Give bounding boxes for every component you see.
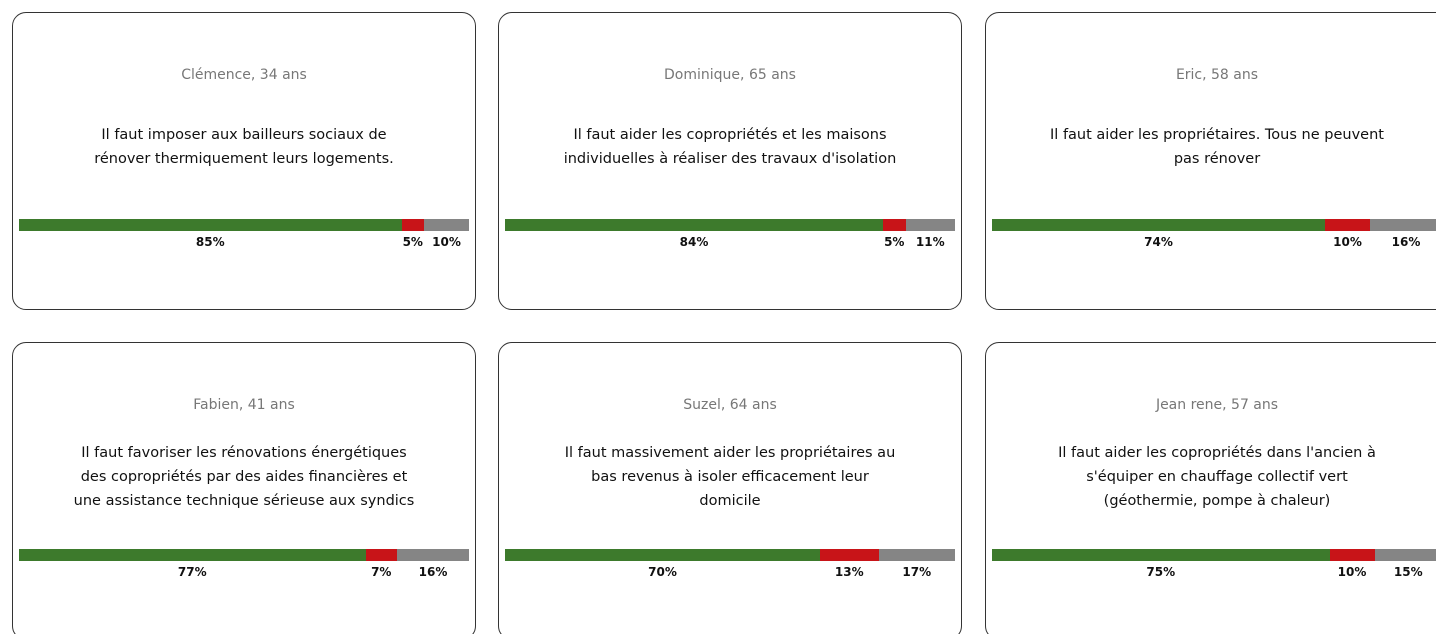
vote-labels: 70% 13% 17% [505,565,955,581]
value-label: 16% [1391,235,1421,249]
bar-segment [878,549,955,561]
author: Clémence, 34 ans [181,67,307,83]
text-wrap: Il faut favoriser les rénovations énergé… [73,431,415,523]
vote-labels: 85% 5% 10% [19,235,469,251]
value-label: 7% [371,565,392,579]
value-label: 77% [177,565,207,579]
vote-bar [505,219,955,231]
value-label: 85% [195,235,225,249]
opinion-card: Suzel, 64 ans Il faut massivement aider l… [498,342,962,634]
vote-bar [19,549,469,561]
value-label: 74% [1144,235,1173,249]
vote-labels: 74% 10% 16% [992,235,1436,251]
author: Dominique, 65 ans [664,67,796,83]
value-label: 5% [402,235,423,249]
author: Jean rene, 57 ans [1155,397,1279,413]
text-wrap: Il faut aider les propriétaires. Tous ne… [1046,101,1388,193]
vote-bar [992,549,1436,561]
value-label: 84% [679,235,709,249]
bar-segment [992,549,1330,561]
vote-labels: 84% 5% 11% [505,235,955,251]
bar-segment [1329,549,1375,561]
value-label: 70% [648,565,677,579]
bar-segment [505,219,883,231]
opinion-text: Il faut imposer aux bailleurs sociaux de… [94,127,394,167]
bar-segment [992,219,1325,231]
text-wrap: Il faut aider les copropriétés dans l'an… [1046,431,1388,523]
value-label: 10% [1337,565,1367,579]
opinion-text: Il faut massivement aider les propriétai… [564,445,896,509]
text-wrap: Il faut massivement aider les propriétai… [559,431,901,523]
bar-segment [1325,219,1370,231]
value-label: 10% [1333,235,1362,249]
opinion-text: Il faut aider les copropriétés dans l'an… [1058,445,1376,509]
vote-labels: 75% 10% 15% [992,565,1436,581]
opinion-text: Il faut favoriser les rénovations énergé… [73,445,415,509]
bar-segment [365,549,397,561]
bar-segment [1374,549,1436,561]
bar-segment [424,219,469,231]
bar-segment [1370,219,1436,231]
author: Suzel, 64 ans [683,397,777,413]
bar-segment [505,549,820,561]
vote-bar [505,549,955,561]
opinion-card: Eric, 58 ans Il faut aider les propriétai… [985,12,1436,310]
value-label: 5% [884,235,905,249]
opinion-text: Il faut aider les propriétaires. Tous ne… [1050,127,1384,167]
bar-segment [19,549,366,561]
opinion-card: Fabien, 41 ans Il faut favoriser les réno… [12,342,476,634]
bar-segment [820,549,879,561]
bar-segment [397,549,469,561]
opinion-card: Jean rene, 57 ans Il faut aider les copro… [985,342,1436,634]
value-label: 15% [1393,565,1423,579]
value-label: 13% [834,565,864,579]
bar-segment [401,219,424,231]
value-label: 10% [432,235,461,249]
vote-bar [19,219,469,231]
text-wrap: Il faut aider les copropriétés et les ma… [559,101,901,193]
text-wrap: Il faut imposer aux bailleurs sociaux de… [73,101,415,193]
bar-segment [905,219,955,231]
bar-segment [19,219,402,231]
opinion-card: Clémence, 34 ans Il faut imposer aux bail… [12,12,476,310]
bar-segment [883,219,906,231]
vote-bar [992,219,1436,231]
author: Eric, 58 ans [1175,67,1259,83]
value-label: 16% [418,565,448,579]
opinion-text: Il faut aider les copropriétés et les ma… [563,127,897,167]
opinion-card: Dominique, 65 ans Il faut aider les copro… [498,12,962,310]
author: Fabien, 41 ans [193,397,295,413]
value-label: 11% [915,235,945,249]
value-label: 75% [1146,565,1176,579]
vote-labels: 77% 7% 16% [19,565,469,581]
value-label: 17% [902,565,932,579]
